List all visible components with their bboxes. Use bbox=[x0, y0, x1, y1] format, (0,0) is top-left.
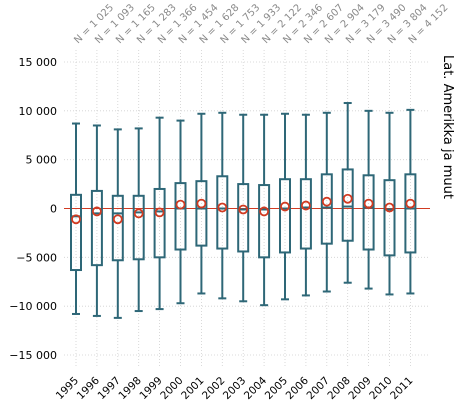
x-tick-label: 2008 bbox=[325, 375, 352, 402]
box-2010 bbox=[383, 111, 396, 296]
x-tick-label: 2005 bbox=[263, 375, 290, 402]
right-axis-label: Lat. Amerikka ja muut bbox=[440, 55, 455, 199]
mean-marker bbox=[321, 196, 332, 207]
x-tick-label: 2003 bbox=[221, 375, 248, 402]
y-tick-label: 10 000 bbox=[19, 105, 58, 118]
y-tick-label: 5 000 bbox=[26, 154, 58, 167]
y-tick-label: −15 000 bbox=[9, 349, 57, 362]
iqr-box bbox=[132, 194, 145, 261]
mean-marker bbox=[384, 202, 395, 213]
boxes-layer bbox=[70, 102, 417, 319]
mean-marker bbox=[238, 204, 249, 215]
iqr-box bbox=[383, 179, 396, 257]
mean-marker bbox=[259, 206, 270, 217]
y-tick-label: −5 000 bbox=[16, 251, 57, 264]
iqr-box bbox=[404, 173, 417, 254]
x-tick-label: 1998 bbox=[116, 375, 143, 402]
y-tick-label: 0 bbox=[50, 203, 57, 216]
mean-marker bbox=[363, 198, 374, 209]
iqr-box bbox=[258, 184, 271, 259]
box-1996 bbox=[90, 124, 103, 317]
box-2007 bbox=[320, 111, 333, 293]
iqr-box bbox=[299, 178, 312, 250]
x-tick-label: 1999 bbox=[137, 375, 164, 402]
mean-marker bbox=[71, 214, 81, 225]
mean-marker bbox=[133, 208, 144, 219]
x-tick-label: 1997 bbox=[96, 375, 123, 402]
iqr-box bbox=[362, 174, 375, 251]
iqr-box bbox=[279, 178, 291, 254]
x-tick-label: 2010 bbox=[367, 375, 394, 402]
x-tick-label: 2002 bbox=[200, 375, 227, 402]
iqr-box bbox=[195, 180, 208, 247]
mean-marker bbox=[217, 202, 228, 213]
iqr-box bbox=[216, 175, 229, 250]
box-2008 bbox=[341, 102, 354, 284]
mean-markers-layer bbox=[71, 193, 416, 225]
mean-marker bbox=[92, 206, 102, 217]
iqr-box bbox=[70, 193, 82, 272]
mean-marker bbox=[175, 199, 186, 210]
iqr-box bbox=[153, 187, 166, 259]
y-tick-label: −10 000 bbox=[9, 300, 57, 313]
x-tick-label: 2009 bbox=[346, 375, 373, 402]
box-2004 bbox=[258, 113, 271, 307]
mean-marker bbox=[154, 207, 165, 218]
iqr-box bbox=[320, 173, 333, 245]
x-tick-label: 1996 bbox=[75, 374, 103, 402]
box-2002 bbox=[216, 111, 229, 300]
iqr-box bbox=[174, 182, 187, 251]
y-tick-label: 15 000 bbox=[19, 56, 58, 69]
x-tick-label: 2000 bbox=[158, 375, 185, 402]
mean-marker bbox=[112, 214, 123, 225]
box-1997 bbox=[111, 128, 124, 319]
x-tick-label: 2004 bbox=[242, 374, 270, 402]
mean-marker bbox=[405, 198, 416, 209]
x-tick-label: 1995 bbox=[54, 375, 81, 402]
x-tick-label: 2011 bbox=[388, 375, 415, 402]
mean-marker bbox=[300, 200, 311, 211]
x-tick-label: 2001 bbox=[179, 375, 206, 402]
box-1998 bbox=[132, 127, 145, 313]
mean-marker bbox=[280, 201, 290, 212]
x-tick-label: 2007 bbox=[305, 375, 332, 402]
box-1999 bbox=[153, 116, 166, 311]
mean-marker bbox=[196, 198, 207, 209]
box-2000 bbox=[174, 119, 187, 305]
x-tick-label: 2006 bbox=[284, 374, 312, 402]
box-2011 bbox=[404, 108, 417, 295]
iqr-box bbox=[237, 183, 250, 253]
iqr-box bbox=[90, 189, 103, 267]
mean-marker bbox=[342, 193, 353, 204]
box-2001 bbox=[195, 112, 208, 295]
iqr-box bbox=[111, 194, 124, 262]
iqr-box bbox=[341, 168, 354, 242]
